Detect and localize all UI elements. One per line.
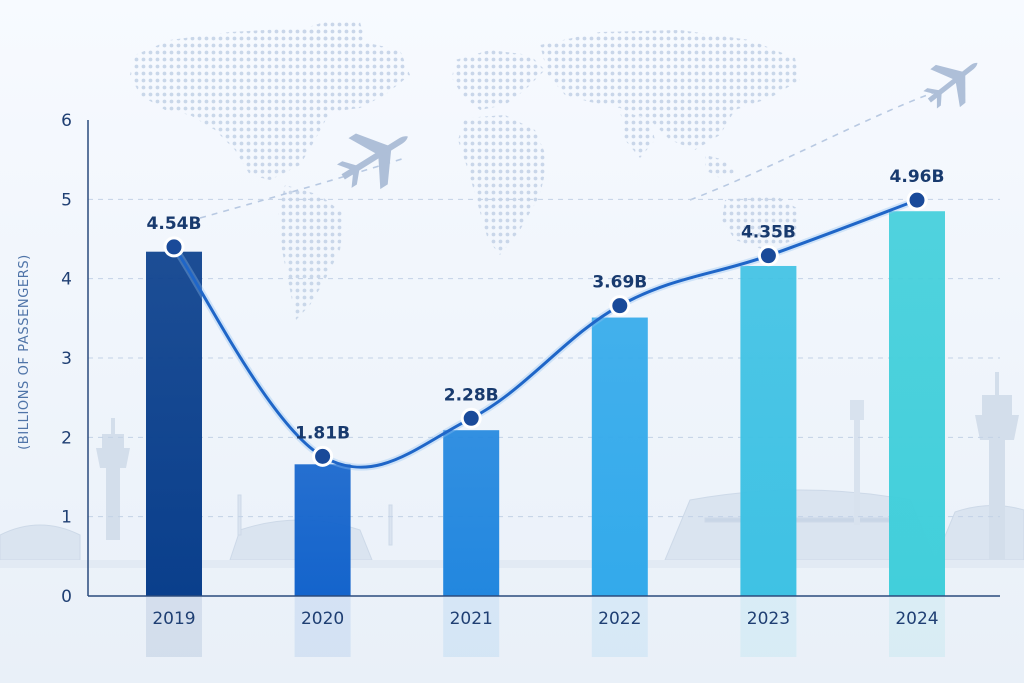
airplane-icon [923,62,978,109]
airplane-icon [336,133,408,190]
y-ticks: 0 1 2 3 4 5 6 [61,111,72,607]
line-point [906,189,928,211]
y-tick-label: 5 [61,190,72,210]
bar-reflection [146,597,202,657]
y-tick-label: 1 [61,508,72,528]
x-ticks: 2019 2020 2021 2022 2023 2024 [152,609,938,629]
bar [146,251,202,596]
x-tick-label: 2024 [895,609,938,629]
y-axis-title: (BILLIONS OF PASSENGERS) [17,254,32,450]
line-point [163,236,185,258]
bar [294,464,351,596]
line-point [460,407,482,429]
x-tick-label: 2019 [152,609,195,629]
control-tower [850,400,864,525]
bar [443,430,500,596]
y-tick-label: 0 [61,587,72,607]
line-point [609,295,631,317]
y-tick-label: 3 [61,349,72,369]
x-tick-label: 2022 [598,609,641,629]
data-label: 4.54B [147,214,202,234]
data-label: 3.69B [592,273,647,293]
flight-path [689,91,936,201]
bar-reflection [591,597,648,657]
world-map [130,20,800,320]
bar [889,211,945,596]
bar-reflection [889,597,945,657]
bar [740,265,797,596]
trend-line [163,189,928,471]
bar-reflection [443,597,500,657]
y-tick-label: 4 [61,270,72,290]
data-labels: 4.54B 1.81B 2.28B 3.69B 4.35B 4.96B [147,167,945,443]
x-tick-label: 2021 [450,609,493,629]
line-point [312,445,334,467]
axes [87,120,1000,597]
data-label: 1.81B [295,423,350,443]
data-label: 4.35B [741,223,796,243]
y-tick-label: 2 [61,428,72,448]
bar [591,317,648,596]
bar-reflection [740,597,797,657]
control-tower [96,418,130,540]
x-tick-label: 2023 [747,609,790,629]
bars [146,211,945,657]
control-tower [975,372,1019,560]
line-point [757,245,779,267]
x-tick-label: 2020 [301,609,344,629]
data-label: 2.28B [444,385,499,405]
y-tick-label: 6 [61,111,72,131]
data-label: 4.96B [890,167,945,187]
bar-reflection [294,597,351,657]
